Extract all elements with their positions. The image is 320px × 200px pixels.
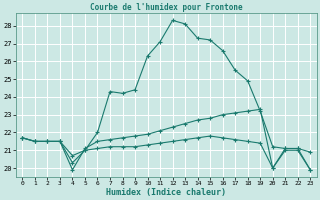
X-axis label: Humidex (Indice chaleur): Humidex (Indice chaleur) <box>106 188 226 197</box>
Title: Courbe de l'humidex pour Frontone: Courbe de l'humidex pour Frontone <box>90 3 243 12</box>
